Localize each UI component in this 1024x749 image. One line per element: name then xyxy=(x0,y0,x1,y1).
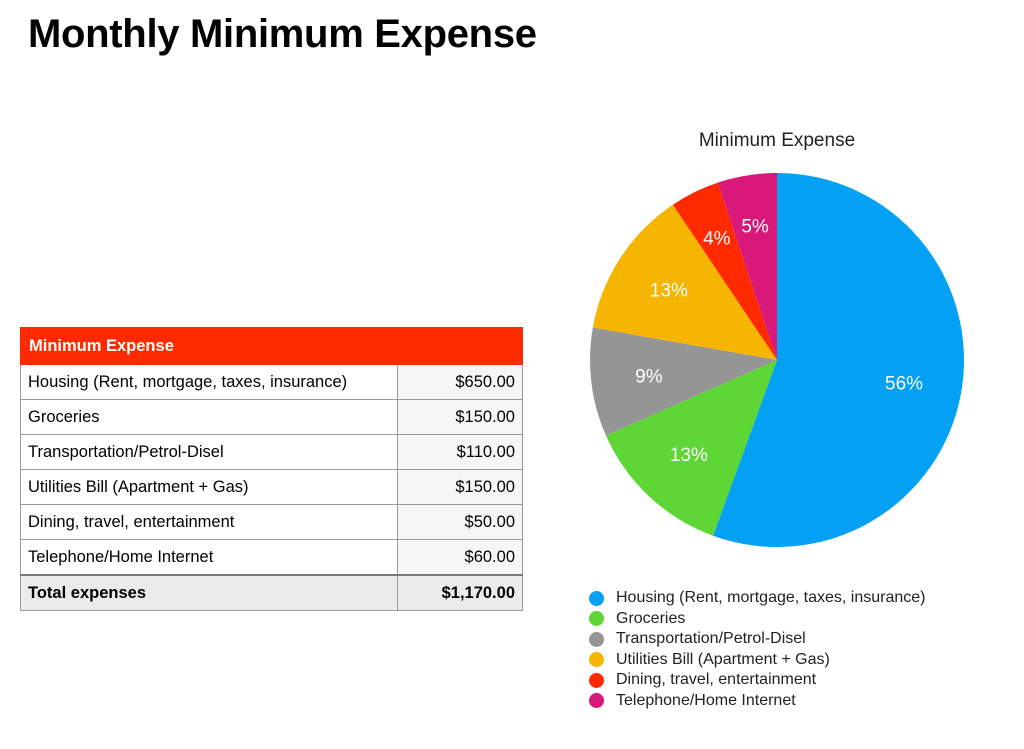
legend-item: Telephone/Home Internet xyxy=(589,691,925,712)
pie-labels: 56% 13% 9% 13% 4% 5% xyxy=(635,216,923,466)
expense-label: Housing (Rent, mortgage, taxes, insuranc… xyxy=(20,364,398,400)
pie-slice-label: 9% xyxy=(635,367,663,388)
total-amount: $1,170.00 xyxy=(397,574,523,611)
expense-label: Transportation/Petrol-Disel xyxy=(20,434,398,470)
legend-swatch xyxy=(589,611,604,627)
legend-label: Groceries xyxy=(616,609,686,627)
expense-amount: $650.00 xyxy=(397,364,523,400)
total-label: Total expenses xyxy=(20,574,398,611)
legend-label: Transportation/Petrol-Disel xyxy=(616,630,806,647)
expense-amount: $150.00 xyxy=(397,469,523,505)
pie-chart: Minimum Expense 56% 13% 9% 13% 4% 5% xyxy=(590,130,964,547)
legend-swatch xyxy=(589,652,604,668)
pie-slice-label: 13% xyxy=(670,445,708,466)
pie-slice xyxy=(717,173,777,360)
expense-label: Utilities Bill (Apartment + Gas) xyxy=(20,469,398,505)
chart-title: Minimum Expense xyxy=(699,130,855,151)
expense-amount: $50.00 xyxy=(397,504,523,540)
expense-amount: $60.00 xyxy=(397,539,523,576)
expense-label: Telephone/Home Internet xyxy=(20,539,398,576)
table-row: Utilities Bill (Apartment + Gas) $150.00 xyxy=(20,469,523,505)
legend-item: Utilities Bill (Apartment + Gas) xyxy=(589,650,925,671)
legend-item: Groceries xyxy=(589,609,925,630)
page-title: Monthly Minimum Expense xyxy=(28,12,537,56)
legend-swatch xyxy=(589,672,604,688)
pie-slice-label: 56% xyxy=(885,373,923,394)
table-row: Housing (Rent, mortgage, taxes, insuranc… xyxy=(20,364,523,400)
table-row: Groceries $150.00 xyxy=(20,399,523,435)
expense-table: Minimum Expense Housing (Rent, mortgage,… xyxy=(20,327,523,611)
legend-item: Transportation/Petrol-Disel xyxy=(589,629,925,650)
table-row: Dining, travel, entertainment $50.00 xyxy=(20,504,523,540)
pie-slice xyxy=(590,327,777,436)
table-header: Minimum Expense xyxy=(20,327,523,365)
pie-slice-label: 4% xyxy=(703,228,731,249)
pie-slices xyxy=(590,173,964,547)
legend-label: Utilities Bill (Apartment + Gas) xyxy=(616,650,830,668)
legend-item: Housing (Rent, mortgage, taxes, insuranc… xyxy=(589,588,925,609)
chart-legend: Housing (Rent, mortgage, taxes, insuranc… xyxy=(589,588,925,711)
expense-label: Groceries xyxy=(20,399,398,435)
table-row: Telephone/Home Internet $60.00 xyxy=(20,539,523,576)
legend-label: Dining, travel, entertainment xyxy=(616,671,817,688)
pie-slice xyxy=(605,360,777,536)
legend-label: Housing (Rent, mortgage, taxes, insuranc… xyxy=(616,589,926,606)
legend-label: Telephone/Home Internet xyxy=(616,691,796,709)
pie-slice xyxy=(592,204,777,360)
expense-label: Dining, travel, entertainment xyxy=(20,504,398,540)
pie-slice xyxy=(713,173,964,547)
expense-amount: $110.00 xyxy=(397,434,523,470)
legend-swatch xyxy=(589,631,604,647)
table-row: Transportation/Petrol-Disel $110.00 xyxy=(20,434,523,470)
pie-slice xyxy=(672,182,777,360)
expense-amount: $150.00 xyxy=(397,399,523,435)
legend-item: Dining, travel, entertainment xyxy=(589,670,925,691)
legend-swatch xyxy=(589,693,604,709)
pie-slice-label: 13% xyxy=(650,281,688,302)
table-header-row: Minimum Expense xyxy=(20,327,523,365)
pie-slice-label: 5% xyxy=(741,216,769,237)
total-row: Total expenses $1,170.00 xyxy=(20,574,523,611)
legend-swatch xyxy=(589,590,604,606)
